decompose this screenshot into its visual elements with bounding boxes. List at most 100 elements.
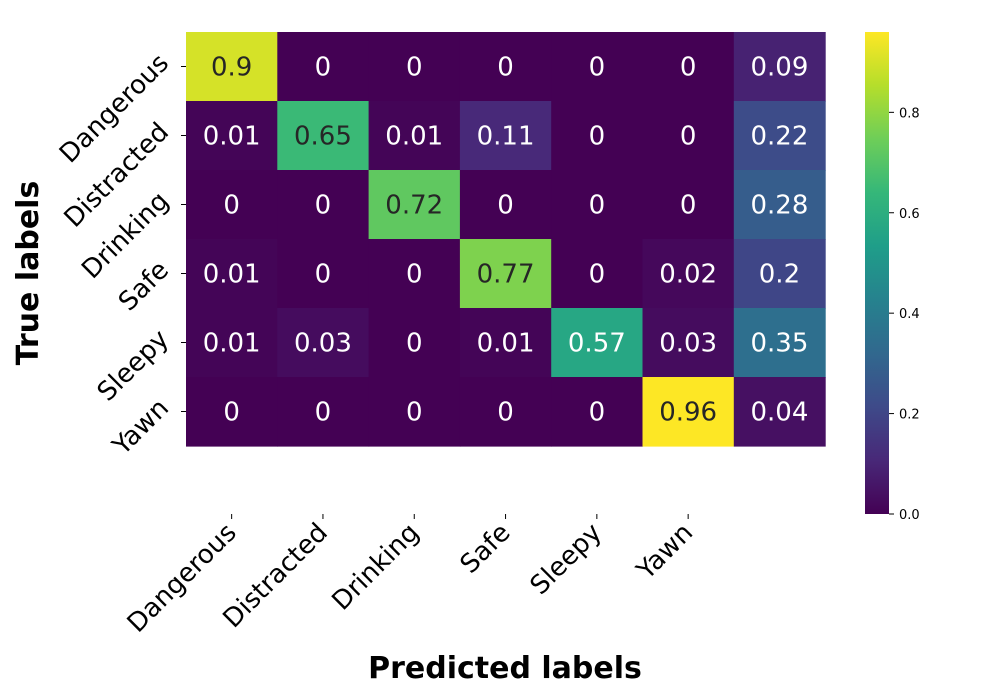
heatmap-cell (642, 101, 735, 171)
heatmap-cell (551, 170, 644, 240)
cell-annotation: 0 (406, 398, 423, 428)
colorbar-tick-label: 0.4 (899, 307, 920, 322)
cell-annotation: 0.03 (294, 329, 352, 359)
heatmap-cell (733, 101, 826, 171)
heatmap-cell (459, 308, 552, 378)
heatmap-cells (186, 32, 826, 447)
cell-annotation: 0 (223, 191, 240, 221)
heatmap-cell (368, 32, 461, 102)
cell-annotation: 0 (680, 191, 697, 221)
cell-annotation: 0.65 (294, 122, 352, 152)
colorbar-tick-label: 0.2 (899, 408, 920, 423)
cell-annotation: 0.28 (751, 191, 809, 221)
cell-annotation: 0 (680, 53, 697, 83)
y-axis-ticks: DangerousDistractedDrinkingSafeSleepyYaw… (54, 48, 186, 462)
cell-annotation: 0 (497, 398, 514, 428)
heatmap-cell (277, 101, 370, 171)
y-tick-label: Safe (113, 255, 175, 317)
heatmap-cell (551, 101, 644, 171)
cell-annotation: 0.35 (751, 329, 809, 359)
heatmap-cell (277, 32, 370, 102)
cell-annotation: 0 (589, 191, 606, 221)
heatmap-cell (642, 170, 735, 240)
heatmap-cell (551, 377, 644, 447)
cell-annotation: 0 (589, 260, 606, 290)
cell-annotation: 0.01 (203, 260, 261, 290)
heatmap-cell (551, 239, 644, 309)
heatmap-cell (186, 32, 278, 102)
cell-annotation: 0.09 (751, 53, 809, 83)
colorbar-tick-label: 0.0 (899, 508, 920, 523)
heatmap-cell (642, 377, 735, 447)
x-tick-label: Safe (455, 518, 517, 580)
heatmap-cell (459, 239, 552, 309)
cell-annotation: 0 (315, 191, 332, 221)
cell-annotation: 0.57 (568, 329, 626, 359)
cell-annotation: 0 (315, 260, 332, 290)
colorbar (865, 32, 889, 514)
heatmap-cell (733, 308, 826, 378)
colorbar-ticks: 0.0 0.2 0.4 0.6 0.8 (889, 106, 920, 523)
cell-annotation: 0.04 (751, 398, 809, 428)
cell-annotation: 0 (497, 53, 514, 83)
cell-annotation: 0 (315, 53, 332, 83)
cell-annotation: 0.77 (477, 260, 535, 290)
cell-annotation: 0 (497, 191, 514, 221)
heatmap-cell (368, 239, 461, 309)
heatmap-cell (186, 170, 278, 240)
cell-annotation: 0.9 (211, 53, 252, 83)
heatmap-cell (551, 308, 644, 378)
cell-annotation: 0 (406, 260, 423, 290)
x-tick-label: Yawn (631, 518, 700, 587)
heatmap-cell (186, 239, 278, 309)
y-axis-label: True labels (11, 181, 46, 366)
heatmap-cell (277, 377, 370, 447)
cell-annotations: 0.9 0 0 0 0 0 0.09 0.01 0.65 0.01 0.11 0 0 0.22 0 0 0.72… (203, 53, 809, 428)
colorbar-tick-label: 0.8 (899, 106, 920, 121)
heatmap-cell (459, 377, 552, 447)
cell-annotation: 0.72 (385, 191, 443, 221)
heatmap-cell (277, 170, 370, 240)
heatmap-cell (186, 101, 278, 171)
cell-annotation: 0 (406, 329, 423, 359)
cell-annotation: 0.11 (477, 122, 535, 152)
cell-annotation: 0 (680, 122, 697, 152)
heatmap-cell (733, 239, 826, 309)
heatmap-cell (733, 170, 826, 240)
heatmap-cell (733, 377, 826, 447)
heatmap-cell (368, 170, 461, 240)
cell-annotation: 0.01 (385, 122, 443, 152)
heatmap-cell (642, 239, 735, 309)
heatmap-cell (277, 239, 370, 309)
heatmap-cell (368, 377, 461, 447)
heatmap-cell (277, 308, 370, 378)
heatmap-cell (459, 32, 552, 102)
cell-annotation: 0.01 (477, 329, 535, 359)
heatmap-cell (733, 32, 826, 102)
x-tick-label: Drinking (326, 518, 425, 617)
heatmap-cell (642, 308, 735, 378)
x-tick-label: Sleepy (525, 518, 608, 601)
y-tick-label: Sleepy (92, 324, 175, 407)
heatmap-cell (368, 308, 461, 378)
heatmap-cell (642, 32, 735, 102)
cell-annotation: 0 (315, 398, 332, 428)
heatmap-cell (186, 377, 278, 447)
heatmap-cell (551, 32, 644, 102)
cell-annotation: 0 (589, 398, 606, 428)
heatmap-cell (368, 101, 461, 171)
cell-annotation: 0 (223, 398, 240, 428)
cell-annotation: 0.01 (203, 329, 261, 359)
cell-annotation: 0 (589, 53, 606, 83)
heatmap-cell (186, 308, 278, 378)
cell-annotation: 0.22 (751, 122, 809, 152)
cell-annotation: 0.96 (659, 398, 717, 428)
cell-annotation: 0.2 (759, 260, 800, 290)
cell-annotation: 0.03 (659, 329, 717, 359)
cell-annotation: 0 (406, 53, 423, 83)
heatmap-cell (459, 170, 552, 240)
colorbar-gradient (865, 32, 889, 514)
x-axis-label: Predicted labels (368, 651, 642, 686)
